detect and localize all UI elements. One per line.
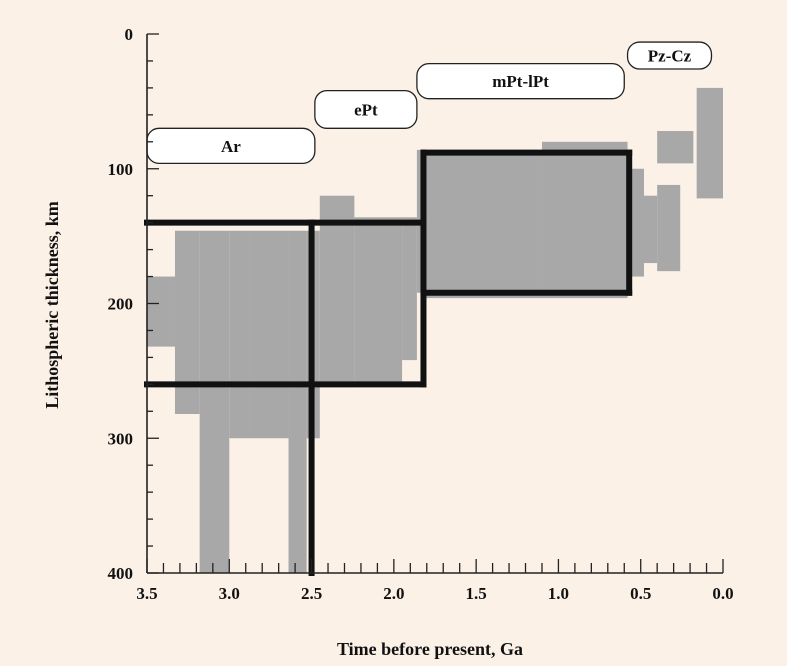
y-tick-label-4: 400 xyxy=(108,564,134,583)
data-region-14 xyxy=(644,195,658,264)
envelope-lines xyxy=(144,149,633,576)
y-tick-label-0: 0 xyxy=(125,25,134,44)
data-region-17 xyxy=(696,87,723,199)
x-tick-label-4: 1.5 xyxy=(466,584,487,603)
data-region-9 xyxy=(402,217,417,361)
data-region-12 xyxy=(541,141,628,299)
data-regions xyxy=(147,87,723,574)
era-box-2 xyxy=(416,62,625,100)
y-axis-label: Lithospheric thickness, km xyxy=(42,201,62,409)
era-label-3: Pz-Cz xyxy=(648,47,692,66)
data-region-0 xyxy=(147,276,175,347)
data-region-16 xyxy=(657,131,694,164)
x-tick-label-0: 3.5 xyxy=(136,584,157,603)
x-axis-label: Time before present, Ga xyxy=(337,639,523,659)
data-region-8 xyxy=(354,217,403,382)
y-tick-label-1: 100 xyxy=(108,160,134,179)
era-box-3 xyxy=(626,41,713,70)
x-tick-label-6: 0.5 xyxy=(630,584,651,603)
era-label-0: Ar xyxy=(221,137,241,156)
era-box-1 xyxy=(314,89,418,129)
data-region-7 xyxy=(319,195,355,388)
annotations: Ar ePt mPt-lPt Pz-Cz xyxy=(146,41,713,165)
x-tick-label-7: 0.0 xyxy=(712,584,733,603)
data-region-4 xyxy=(249,230,289,439)
data-region-2 xyxy=(199,230,230,574)
x-tick-label-1: 3.0 xyxy=(219,584,240,603)
data-region-15 xyxy=(657,184,681,272)
era-label-1: ePt xyxy=(354,100,378,119)
x-tick-label-3: 2.0 xyxy=(383,584,404,603)
x-tick-label-5: 1.0 xyxy=(548,584,569,603)
x-tick-label-2: 2.5 xyxy=(301,584,322,603)
y-tick-label-3: 300 xyxy=(108,429,134,448)
data-region-5 xyxy=(288,230,307,574)
era-label-2: mPt-lPt xyxy=(492,72,549,91)
data-region-3 xyxy=(229,230,250,439)
y-tick-label-2: 200 xyxy=(108,295,134,314)
data-region-11 xyxy=(423,149,542,299)
